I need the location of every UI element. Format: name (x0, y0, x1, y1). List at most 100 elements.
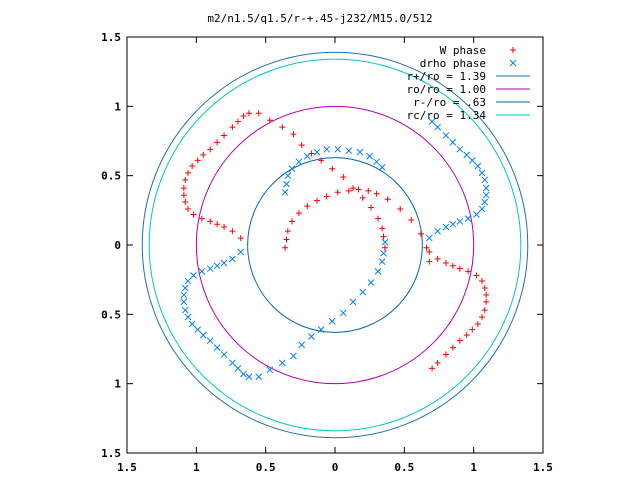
series-1-point (378, 258, 386, 265)
series-1-point (482, 184, 490, 192)
series-1-point (345, 147, 353, 155)
series-0-point (185, 169, 192, 176)
series-1-point (184, 313, 192, 321)
series-0-point (365, 187, 372, 194)
series-1-point (308, 333, 315, 340)
series-1-point (356, 148, 364, 156)
reference-circle-3 (148, 58, 522, 432)
series-0-point (474, 321, 481, 328)
series-1-point (194, 326, 202, 333)
legend-label-5: rc/ro = 1.34 (407, 109, 487, 122)
series-0-point (374, 215, 381, 222)
series-1-point (366, 152, 374, 160)
series-0-point (473, 272, 480, 279)
series-1-point (278, 359, 286, 367)
series-1-point (473, 211, 480, 218)
series-1-point (255, 373, 263, 381)
series-1-point (180, 291, 188, 299)
reference-circle-0 (141, 51, 529, 439)
series-1-point (449, 139, 457, 146)
series-0-point (214, 139, 221, 146)
series-1-point (359, 288, 367, 296)
series-1-point (442, 223, 450, 231)
x-tick-label: 0 (332, 461, 339, 474)
x-tick-label: 0.5 (394, 461, 414, 474)
series-0 (180, 110, 490, 372)
series-0-point (350, 185, 357, 192)
series-0-point (397, 205, 404, 212)
series-0-point (240, 113, 247, 120)
series-1-point (334, 145, 342, 153)
series-1-point (288, 165, 296, 173)
series-0-point (463, 332, 470, 339)
x-tick-label: 1 (193, 461, 200, 474)
series-1-point (290, 352, 297, 360)
series-1-point (373, 158, 380, 166)
series-0-point (279, 124, 286, 131)
series-1-point (283, 180, 290, 188)
y-tick-label: 0 (114, 239, 121, 252)
series-0-point (290, 131, 297, 138)
series-1-point (206, 265, 214, 272)
series-1-point (237, 248, 245, 256)
series-1-point (374, 267, 382, 275)
series-0-point (384, 196, 391, 203)
legend-marker-1 (509, 59, 517, 67)
legend-label-2: r+/ro = 1.39 (407, 70, 486, 83)
series-1-point (380, 249, 387, 257)
y-tick-label: 1.5 (101, 447, 121, 460)
series-0-point (229, 228, 236, 235)
series-1-point (298, 341, 306, 349)
x-tick-label: 1 (470, 461, 477, 474)
series-0-point (429, 365, 436, 372)
x-tick-label: 1.5 (533, 461, 553, 474)
series-1-point (266, 366, 274, 374)
series-0-point (214, 221, 221, 228)
series-0-point (449, 344, 456, 351)
series-1-point (434, 227, 441, 235)
series-0-point (449, 262, 456, 269)
series-1-point (234, 365, 242, 372)
series-0-point (200, 151, 207, 158)
series-0-point (185, 205, 192, 212)
series-1-point (378, 163, 386, 171)
axes: 1.5 1 0.5 0 0.5 1 1.51.510.500.511.5 (101, 31, 553, 474)
series-1-point (381, 238, 389, 246)
series-0-point (190, 211, 197, 218)
series-1-point (474, 162, 482, 170)
series-0-point (340, 174, 347, 181)
series-1-point (284, 172, 292, 180)
series-0-point (282, 244, 289, 251)
series-1-point (281, 188, 289, 196)
series-0-point (465, 268, 472, 275)
series-0-point (189, 162, 196, 169)
chart-title: m2/n1.5/q1.5/r-+.45-j232/M15.0/512 (207, 12, 432, 25)
series-0-point (355, 186, 362, 193)
series-0-point (381, 244, 388, 251)
y-tick-label: 1 (114, 378, 121, 391)
series-0-point (483, 298, 490, 305)
reference-circle-1 (195, 105, 475, 385)
series-1-point (220, 351, 228, 358)
series-0-point (323, 193, 330, 200)
series-1-point (213, 262, 221, 270)
series-1-point (295, 158, 303, 166)
series-1-point (180, 298, 188, 306)
series-0-point (182, 199, 189, 206)
y-tick-label: 1 (114, 100, 121, 113)
legend-label-3: ro/ro = 1.00 (407, 83, 486, 96)
series-0-point (442, 351, 449, 358)
series-0-point (237, 235, 244, 242)
series-0-point (194, 157, 201, 164)
y-tick-label: 0.5 (101, 170, 121, 183)
series-1-point (245, 373, 253, 381)
series-0-point (308, 150, 315, 157)
series-1-point (206, 337, 214, 345)
series-0-point (373, 190, 380, 197)
data-series (180, 110, 490, 381)
series-0-point (379, 225, 386, 232)
series-0-point (478, 314, 485, 321)
series-0-point (304, 203, 311, 210)
series-0-point (207, 146, 214, 153)
series-1-point (463, 151, 471, 159)
